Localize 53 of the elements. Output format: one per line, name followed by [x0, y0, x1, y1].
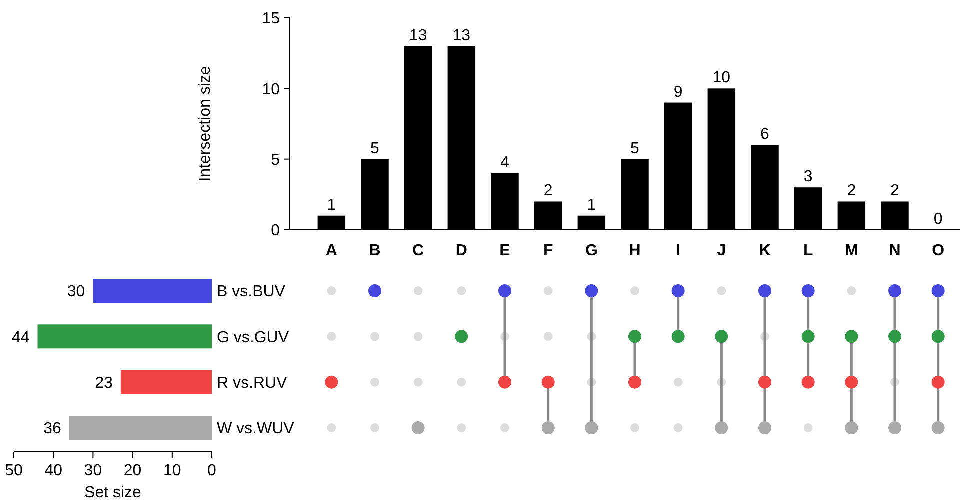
bar	[69, 416, 212, 440]
x-tick-label: D	[456, 242, 468, 260]
x-tick-label: 40	[44, 462, 63, 480]
data-label: 4	[500, 154, 510, 172]
data-label: 9	[674, 84, 683, 101]
x-tick-label: M	[845, 242, 858, 260]
y-tick-label: 5	[271, 152, 280, 169]
x-axis-title: Set size	[84, 484, 142, 500]
x-tick-label: F	[543, 242, 554, 260]
data-label: 2	[847, 182, 856, 200]
bar	[93, 279, 212, 303]
data-label: 0	[934, 211, 943, 228]
y-axis-title: Intersection size	[197, 66, 214, 182]
data-label: 44	[12, 329, 30, 346]
data-label: 5	[370, 140, 380, 158]
x-tick-label: K	[759, 242, 772, 260]
x-tick-label: G	[585, 242, 598, 260]
data-label: 10	[712, 70, 731, 87]
y-tick-label: R vs.RUV	[217, 374, 288, 392]
data-label: 3	[804, 168, 813, 186]
y-tick-label: G vs.GUV	[217, 329, 290, 346]
x-tick-label: H	[629, 242, 641, 260]
x-tick-label: A	[326, 242, 338, 260]
data-label: 13	[452, 27, 471, 44]
data-label: 23	[95, 374, 114, 392]
x-tick-label: 30	[84, 462, 102, 480]
x-tick-label: L	[803, 242, 814, 260]
x-tick-label: I	[676, 242, 681, 260]
data-label: 13	[409, 27, 428, 44]
bar	[120, 370, 212, 394]
x-tick-label: B	[369, 242, 381, 260]
y-tick-label: W vs.WUV	[217, 420, 295, 438]
bar	[38, 324, 212, 349]
x-tick-label: 10	[164, 462, 182, 480]
data-label: 2	[544, 182, 553, 200]
data-label: 30	[67, 284, 86, 301]
x-tick-label: C	[412, 242, 425, 260]
data-label: 5	[630, 140, 640, 158]
data-label: 6	[760, 126, 770, 144]
data-label: 1	[587, 196, 596, 214]
data-label: 36	[44, 420, 62, 438]
y-tick-label: 15	[262, 10, 280, 28]
data-label: 1	[327, 196, 336, 214]
x-tick-label: J	[717, 242, 726, 260]
y-tick-label: 10	[262, 81, 280, 98]
x-tick-label: 50	[5, 462, 23, 480]
data-label: 2	[890, 182, 900, 200]
y-tick-label: 0	[271, 222, 280, 240]
x-tick-label: 20	[124, 462, 142, 480]
x-tick-label: O	[932, 242, 945, 260]
x-tick-label: E	[500, 242, 511, 260]
y-tick-label: B vs.BUV	[217, 284, 286, 301]
x-tick-label: N	[889, 242, 901, 260]
